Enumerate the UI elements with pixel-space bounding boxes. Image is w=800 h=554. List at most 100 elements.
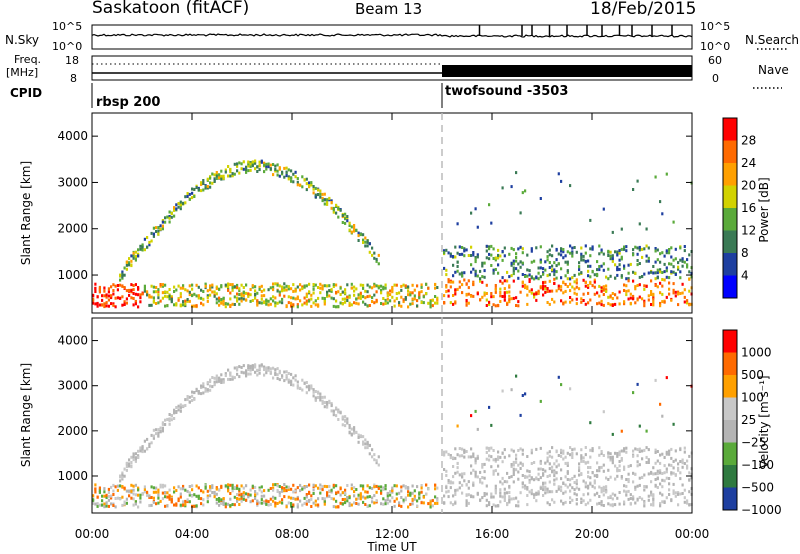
heatmap-cell-1716 (375, 290, 378, 294)
heatmap-cell-3262 (661, 278, 664, 281)
heatmap-cell-2019 (454, 488, 457, 492)
heatmap-cell-2469 (530, 448, 533, 452)
heatmap-cell-2939 (607, 496, 610, 500)
heatmap-cell-1340 (314, 299, 317, 303)
heatmap-cell-1923 (434, 487, 437, 491)
heatmap-cell-2601 (553, 469, 556, 473)
heatmap-cell-1537 (346, 419, 349, 423)
heatmap-cell-1872 (418, 292, 421, 296)
heatmap-cell-852 (236, 296, 239, 300)
heatmap-cell-2643 (560, 451, 563, 455)
heatmap-cell-1555 (348, 430, 351, 434)
heatmap-cell-1239 (296, 486, 299, 490)
heatmap-cell-3302 (668, 287, 671, 291)
heatmap-cell-2401 (519, 461, 522, 465)
heatmap-cell-1046 (267, 299, 270, 303)
heatmap-cell-2623 (555, 471, 558, 475)
heatmap-cell-1333 (314, 390, 317, 393)
heatmap-cell-1225 (296, 384, 299, 388)
heatmap-cell-1463 (335, 406, 338, 410)
heatmap-cell-2998 (618, 251, 621, 255)
heatmap-cell-2688 (566, 277, 569, 281)
heatmap-cell-2499 (537, 478, 540, 482)
heatmap-cell-1277 (305, 385, 308, 389)
heatmap-cell-1039 (265, 499, 268, 503)
heatmap-cell-1572 (350, 282, 353, 286)
heatmap-cell-1518 (344, 212, 347, 216)
heatmap-cell-352 (157, 293, 160, 297)
heatmap-cell-1878 (420, 301, 423, 304)
heatmap-cell-1310 (310, 293, 313, 297)
heatmap-cell-1528 (344, 288, 347, 292)
heatmap-cell-1732 (377, 286, 380, 290)
heatmap-cell-1507 (341, 416, 344, 420)
heatmap-cell-1582 (353, 229, 356, 233)
heatmap-cell-1747 (382, 502, 385, 506)
heatmap-cell-2479 (533, 478, 536, 482)
heatmap-cell-2650 (560, 276, 563, 280)
heatmap-cell-2780 (582, 254, 585, 258)
heatmap-cell-2995 (616, 496, 619, 500)
heatmap-cell-2994 (616, 296, 619, 300)
heatmap-cell-2698 (569, 244, 572, 248)
heatmap-cell-3115 (636, 484, 639, 488)
heatmap-cell-3081 (632, 495, 635, 499)
heatmap-cell-1832 (407, 293, 410, 297)
heatmap-cell-50 (103, 286, 106, 290)
heatmap-cell-961 (254, 485, 257, 489)
heatmap-cell-3191 (650, 490, 653, 494)
heatmap-cell-3385 (681, 465, 684, 469)
heatmap-cell-3325 (670, 456, 673, 460)
heatmap-cell-1317 (312, 390, 315, 394)
heatmap-cell-1330 (312, 283, 315, 286)
heatmap-cell-2334 (508, 298, 511, 302)
heatmap-cell-777 (224, 502, 227, 506)
heatmap-cell-2703 (569, 478, 572, 482)
heatmap-cell-1955 (443, 501, 446, 505)
heatmap-cell-2922 (605, 290, 608, 293)
heatmap-cell-619 (202, 382, 205, 386)
heatmap-cell-2016 (454, 270, 457, 274)
heatmap-cell-703 (215, 380, 218, 384)
heatmap-cell-1652 (364, 289, 367, 293)
noise-right-tick-bottom: 10^0 (700, 40, 730, 53)
heatmap-cell-345 (157, 434, 160, 438)
heatmap-cell-1709 (373, 494, 376, 498)
heatmap-cell-2042 (458, 245, 461, 249)
heatmap-cell-2950 (609, 294, 612, 298)
heatmap-cell-2638 (560, 299, 563, 303)
heatmap-cell-1128 (281, 301, 284, 305)
heatmap-cell-956 (254, 159, 257, 163)
heatmap-cell-609 (200, 502, 203, 506)
heatmap-cell-3210 (654, 271, 657, 275)
heatmap-cell-1624 (359, 283, 362, 287)
heatmap-cell-2017 (454, 471, 457, 475)
heatmap-cell-1637 (362, 442, 365, 446)
heatmap-cell-1328 (312, 301, 315, 305)
heatmap-cell-2280 (501, 295, 504, 298)
heatmap-cell-1534 (344, 300, 347, 304)
heatmap-cell-2741 (575, 486, 578, 490)
heatmap-cell-3211 (654, 472, 657, 476)
freq-left-tick-bottom: 8 (70, 72, 77, 85)
heatmap-cell-2395 (519, 467, 522, 470)
heatmap-cell-205 (132, 492, 135, 496)
heatmap-cell-8 (92, 297, 95, 301)
heatmap-cell-1574 (350, 303, 353, 307)
heatmap-cell-538 (188, 293, 191, 297)
heatmap-cell-1202 (292, 283, 295, 287)
heatmap-cell-2437 (526, 494, 529, 497)
heatmap-cell-3329 (670, 463, 673, 467)
heatmap-cell-1755 (384, 499, 387, 503)
heatmap-cell-433 (170, 495, 173, 499)
heatmap-cell-1790 (395, 297, 398, 301)
heatmap-cell-3215 (654, 448, 657, 452)
heatmap-cell-1841 (409, 493, 412, 497)
heatmap-cell-1023 (263, 489, 266, 493)
heatmap-cell-2481 (533, 496, 536, 499)
heatmap-cell-2611 (553, 500, 556, 504)
heatmap-cell-151 (125, 465, 128, 468)
heatmap-cell-760 (222, 296, 225, 300)
heatmap-cell-2207 (488, 448, 491, 452)
heatmap-cell-790 (227, 285, 230, 289)
